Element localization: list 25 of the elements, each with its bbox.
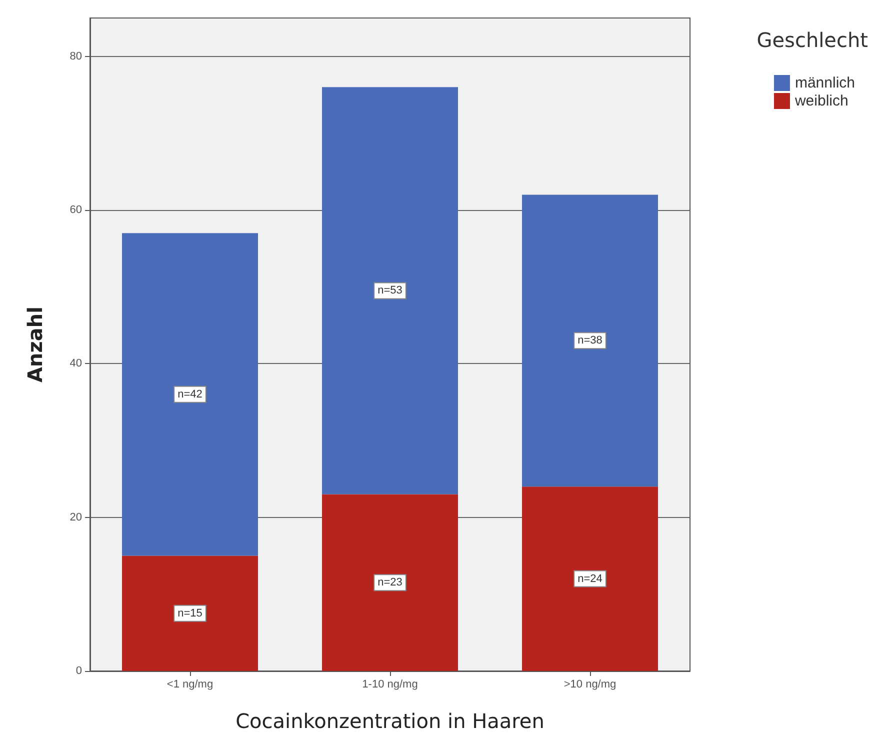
data-label: n=42 <box>178 388 202 400</box>
y-tick-label: 40 <box>70 358 82 370</box>
bar <box>122 233 258 556</box>
y-tick-label: 20 <box>70 511 82 524</box>
legend-label: weiblich <box>794 92 848 110</box>
x-tick-label: >10 ng/mg <box>564 678 616 690</box>
y-tick-label: 60 <box>70 204 82 216</box>
data-label: n=53 <box>378 284 402 297</box>
x-tick-label: 1-10 ng/mg <box>362 678 418 690</box>
bar <box>322 87 458 494</box>
y-tick-label: 0 <box>76 665 82 677</box>
data-label: n=38 <box>578 334 602 347</box>
data-label: n=23 <box>378 576 402 589</box>
y-axis-title: Anzahl <box>23 306 47 382</box>
x-tick-label: <1 ng/mg <box>166 678 214 690</box>
legend-title: Geschlecht <box>756 28 868 52</box>
data-label: n=15 <box>178 607 202 620</box>
y-tick-label: 80 <box>70 50 82 62</box>
data-label: n=24 <box>578 572 602 585</box>
bar <box>322 494 458 671</box>
bar <box>522 194 658 487</box>
bar <box>122 556 258 671</box>
bar <box>522 486 658 671</box>
x-axis-title: Cocainkonzentration in Haaren <box>236 709 544 733</box>
legend-label: männlich <box>794 74 855 92</box>
